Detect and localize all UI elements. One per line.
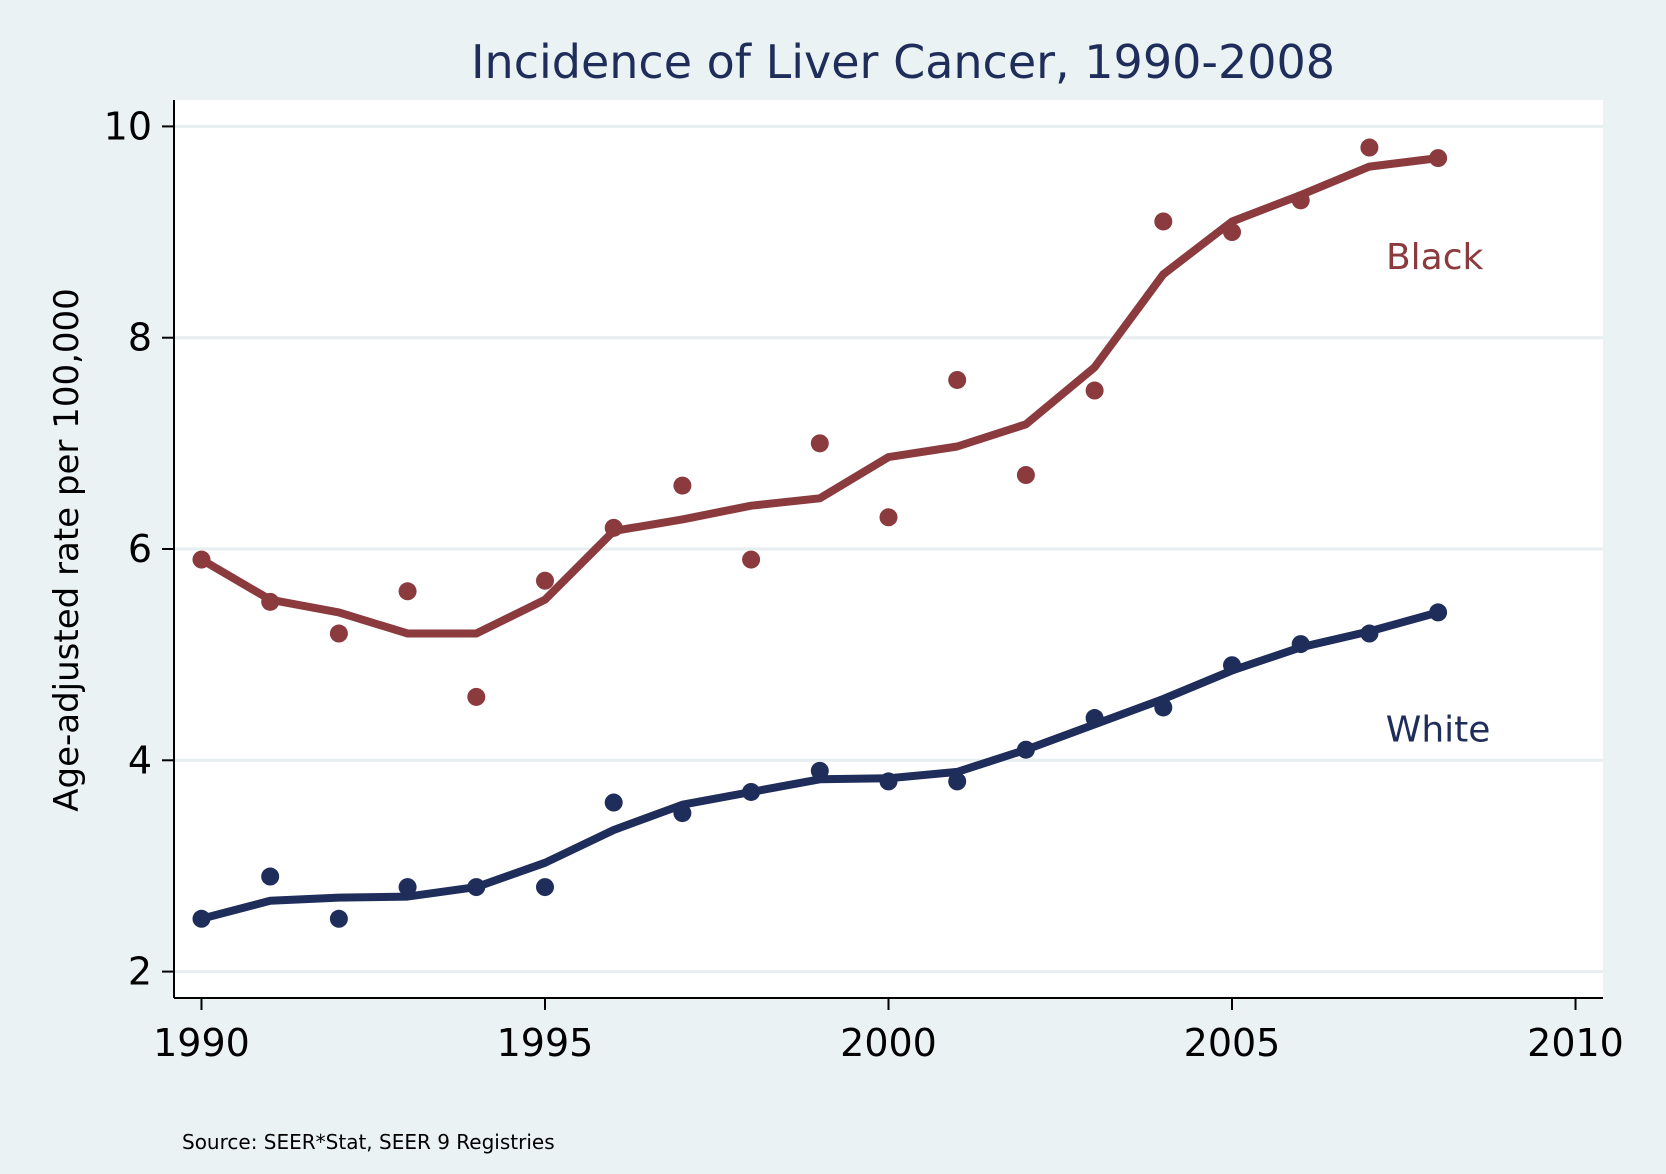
data-point-black-2005 — [1223, 223, 1242, 242]
y-tick-label-10: 10 — [104, 104, 152, 148]
data-point-black-1994 — [467, 687, 486, 706]
series-label-black: Black — [1386, 237, 1484, 278]
data-point-white-2000 — [879, 772, 898, 791]
series-layer: Black White — [192, 138, 1491, 928]
data-point-white-1994 — [467, 878, 486, 897]
x-tick-label-2000: 2000 — [840, 1021, 937, 1065]
series-line-black — [197, 154, 1443, 638]
chart-title: Incidence of Liver Cancer, 1990-2008 — [471, 35, 1335, 89]
x-tick-label-2005: 2005 — [1184, 1021, 1281, 1065]
series-white: White — [192, 603, 1491, 928]
data-point-white-1997 — [673, 804, 692, 823]
data-point-black-1999 — [810, 434, 829, 453]
data-point-black-2003 — [1085, 381, 1104, 400]
data-point-white-2003 — [1085, 709, 1104, 728]
data-point-white-1999 — [810, 761, 829, 780]
data-point-black-2007 — [1360, 138, 1379, 157]
data-point-black-1991 — [261, 592, 280, 611]
source-note: Source: SEER*Stat, SEER 9 Registries — [182, 1130, 555, 1154]
data-point-black-1998 — [742, 550, 761, 569]
x-tick-label-1990: 1990 — [153, 1021, 250, 1065]
data-point-black-2006 — [1291, 191, 1310, 210]
data-point-white-2006 — [1291, 635, 1310, 654]
data-point-black-1995 — [535, 571, 554, 590]
x-tick-label-2010: 2010 — [1527, 1021, 1624, 1065]
data-point-white-1991 — [261, 867, 280, 886]
data-point-white-1996 — [604, 793, 623, 812]
y-tick-labels: 2 4 6 8 10 — [104, 104, 152, 993]
data-point-black-2002 — [1016, 466, 1035, 485]
data-point-white-1993 — [398, 878, 417, 897]
data-point-white-2004 — [1154, 698, 1173, 717]
data-point-white-1992 — [329, 909, 348, 928]
data-point-white-1998 — [742, 782, 761, 801]
data-point-black-1997 — [673, 476, 692, 495]
data-point-black-2001 — [948, 370, 967, 389]
y-tick-label-4: 4 — [128, 738, 152, 782]
y-tick-label-8: 8 — [128, 316, 152, 360]
data-point-black-2008 — [1429, 149, 1448, 168]
data-point-black-2004 — [1154, 212, 1173, 231]
series-label-white: White — [1386, 709, 1491, 750]
data-point-white-1990 — [192, 909, 211, 928]
data-point-white-2005 — [1223, 656, 1242, 675]
x-tick-labels: 1990 1995 2000 2005 2010 — [153, 1021, 1624, 1065]
y-axis-title: Age-adjusted rate per 100,000 — [47, 288, 87, 812]
data-point-black-1992 — [329, 624, 348, 643]
data-point-white-2008 — [1429, 603, 1448, 622]
data-point-black-1993 — [398, 582, 417, 601]
series-black: Black — [192, 138, 1484, 706]
data-point-white-2007 — [1360, 624, 1379, 643]
data-point-white-2002 — [1016, 740, 1035, 759]
data-point-white-2001 — [948, 772, 967, 791]
data-point-white-1995 — [535, 878, 554, 897]
y-tick-label-2: 2 — [128, 950, 152, 994]
x-tick-label-1995: 1995 — [497, 1021, 594, 1065]
data-point-black-2000 — [879, 508, 898, 527]
data-point-black-1990 — [192, 550, 211, 569]
y-tick-label-6: 6 — [128, 527, 152, 571]
gridlines — [174, 124, 1603, 974]
data-point-black-1996 — [604, 518, 623, 537]
axes — [162, 100, 1603, 1010]
